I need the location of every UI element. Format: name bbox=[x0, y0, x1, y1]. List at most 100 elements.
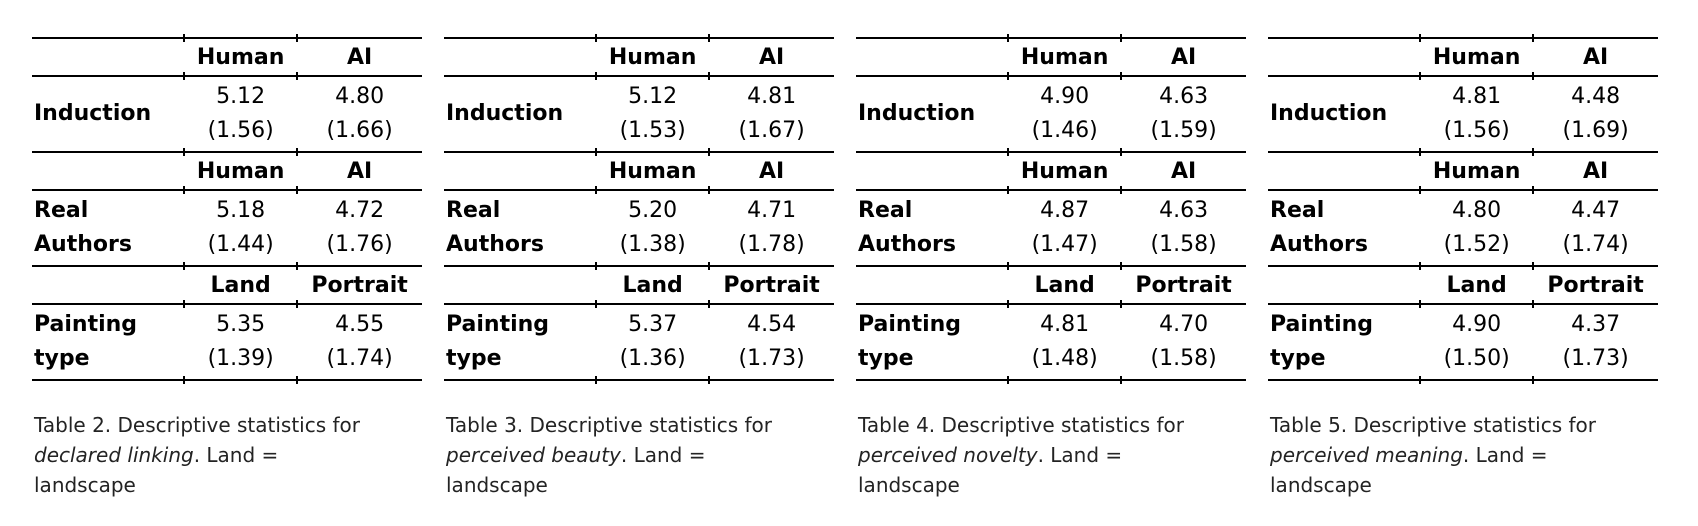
table-caption: Table 2. Descriptive statistics for decla… bbox=[34, 410, 420, 500]
mean-value: 4.71 bbox=[747, 198, 797, 223]
row-label: Induction bbox=[34, 101, 152, 126]
row-label: Induction bbox=[858, 101, 976, 126]
row-label: Painting type bbox=[32, 304, 185, 381]
table-4-perceived-novelty: Human AI Induction 4.90 (1.46) 4.63 (1.5… bbox=[856, 35, 1246, 383]
cell-mean-sd: 4.63 (1.59) bbox=[1121, 76, 1246, 152]
caption-line3: landscape bbox=[1270, 473, 1372, 497]
mean-value: 4.87 bbox=[1040, 198, 1090, 223]
row-label: Real Authors bbox=[34, 198, 132, 257]
row-label: Induction bbox=[1270, 101, 1388, 126]
empty-header-cell bbox=[32, 37, 185, 77]
column-header-human: Human bbox=[1007, 149, 1122, 195]
sd-value: (1.56) bbox=[1443, 118, 1510, 143]
sd-value: (1.78) bbox=[738, 232, 805, 257]
mean-value: 4.90 bbox=[1040, 84, 1090, 109]
empty-header-cell bbox=[444, 265, 597, 305]
mean-value: 5.35 bbox=[216, 312, 266, 337]
empty-header-cell bbox=[32, 265, 185, 305]
column-header-human: Human bbox=[595, 149, 710, 195]
header-row: Human AI bbox=[444, 35, 834, 81]
column-header-human: Human bbox=[183, 35, 298, 81]
sd-value: (1.58) bbox=[1150, 232, 1217, 257]
caption-line1: Table 5. Descriptive statistics for bbox=[1270, 413, 1597, 437]
cell-mean-sd: 4.72 (1.76) bbox=[297, 190, 422, 266]
header-row: Land Portrait bbox=[1268, 263, 1658, 309]
table-row: Induction 5.12 (1.56) 4.80 (1.66) bbox=[32, 76, 422, 152]
table-caption: Table 3. Descriptive statistics for perce… bbox=[446, 410, 832, 500]
sd-value: (1.47) bbox=[1031, 232, 1098, 257]
sd-value: (1.39) bbox=[207, 346, 274, 371]
header-row: Land Portrait bbox=[444, 263, 834, 309]
table-row: Real Authors 4.80 (1.52) 4.47 (1.74) bbox=[1268, 190, 1658, 266]
column-header-portrait: Portrait bbox=[1120, 263, 1246, 309]
cell-mean-sd: 4.87 (1.47) bbox=[1008, 190, 1121, 266]
row-label: Real Authors bbox=[1270, 198, 1368, 257]
header-row: Human AI bbox=[856, 149, 1246, 195]
cell-mean-sd: 4.81 (1.48) bbox=[1007, 304, 1122, 383]
mean-value: 4.47 bbox=[1571, 198, 1621, 223]
cell-mean-sd: 5.12 (1.53) bbox=[596, 76, 709, 152]
header-row: Land Portrait bbox=[32, 263, 422, 309]
sd-value: (1.36) bbox=[619, 346, 686, 371]
cell-mean-sd: 4.90 (1.46) bbox=[1008, 76, 1121, 152]
empty-header-cell bbox=[444, 151, 597, 191]
row-label: Painting type bbox=[1268, 304, 1421, 381]
column-header-ai: AI bbox=[708, 149, 834, 195]
cell-mean-sd: 4.37 (1.73) bbox=[1532, 304, 1658, 383]
column-header-land: Land bbox=[183, 263, 298, 309]
empty-header-cell bbox=[1268, 265, 1421, 305]
column-header-human: Human bbox=[1419, 35, 1534, 81]
cell-mean-sd: 4.55 (1.74) bbox=[296, 304, 422, 383]
cell-mean-sd: 4.81 (1.67) bbox=[709, 76, 834, 152]
column-header-ai: AI bbox=[296, 149, 422, 195]
mean-value: 5.37 bbox=[628, 312, 678, 337]
sd-value: (1.38) bbox=[619, 232, 686, 257]
mean-value: 4.90 bbox=[1452, 312, 1502, 337]
empty-header-cell bbox=[32, 151, 185, 191]
column-header-human: Human bbox=[595, 35, 710, 81]
table-row: Induction 5.12 (1.53) 4.81 (1.67) bbox=[444, 76, 834, 152]
table-caption: Table 4. Descriptive statistics for perce… bbox=[858, 410, 1244, 500]
cell-mean-sd: 5.20 (1.38) bbox=[596, 190, 709, 266]
row-label: Induction bbox=[446, 101, 564, 126]
mean-value: 4.81 bbox=[747, 84, 797, 109]
table-row: Induction 4.81 (1.56) 4.48 (1.69) bbox=[1268, 76, 1658, 152]
column-header-ai: AI bbox=[1120, 35, 1246, 81]
tables-row: Human AI Induction 5.12 (1.56) 4.80 (1.6… bbox=[32, 35, 1658, 500]
mean-value: 5.12 bbox=[628, 84, 678, 109]
column-header-portrait: Portrait bbox=[708, 263, 834, 309]
mean-value: 4.81 bbox=[1452, 84, 1502, 109]
column-header-portrait: Portrait bbox=[1532, 263, 1658, 309]
cell-mean-sd: 4.48 (1.69) bbox=[1533, 76, 1658, 152]
sd-value: (1.46) bbox=[1031, 118, 1098, 143]
mean-value: 4.54 bbox=[747, 312, 797, 337]
sd-value: (1.66) bbox=[326, 118, 393, 143]
header-row: Human AI bbox=[1268, 35, 1658, 81]
sd-value: (1.48) bbox=[1031, 346, 1098, 371]
table-row: Painting type 4.81 (1.48) 4.70 (1.58) bbox=[856, 304, 1246, 383]
sd-value: (1.74) bbox=[326, 346, 393, 371]
mean-value: 4.80 bbox=[335, 84, 385, 109]
empty-header-cell bbox=[856, 37, 1009, 77]
caption-line1: Table 4. Descriptive statistics for bbox=[858, 413, 1185, 437]
caption-italic: perceived novelty bbox=[858, 443, 1038, 467]
column-header-land: Land bbox=[1007, 263, 1122, 309]
sd-value: (1.69) bbox=[1562, 118, 1629, 143]
mean-value: 4.72 bbox=[335, 198, 385, 223]
caption-line3: landscape bbox=[446, 473, 548, 497]
table-row: Real Authors 4.87 (1.47) 4.63 (1.58) bbox=[856, 190, 1246, 266]
caption-italic: perceived beauty bbox=[446, 443, 621, 467]
cell-mean-sd: 5.35 (1.39) bbox=[183, 304, 298, 383]
column-header-portrait: Portrait bbox=[296, 263, 422, 309]
cell-mean-sd: 4.81 (1.56) bbox=[1420, 76, 1533, 152]
mean-value: 5.20 bbox=[628, 198, 678, 223]
table-row: Painting type 5.37 (1.36) 4.54 (1.73) bbox=[444, 304, 834, 383]
sd-value: (1.44) bbox=[207, 232, 274, 257]
table-row: Painting type 4.90 (1.50) 4.37 (1.73) bbox=[1268, 304, 1658, 383]
mean-value: 4.81 bbox=[1040, 312, 1090, 337]
sd-value: (1.50) bbox=[1443, 346, 1510, 371]
caption-after-italic: . Land = bbox=[193, 443, 279, 467]
cell-mean-sd: 5.18 (1.44) bbox=[184, 190, 297, 266]
row-label: Real Authors bbox=[858, 198, 956, 257]
header-row: Human AI bbox=[444, 149, 834, 195]
